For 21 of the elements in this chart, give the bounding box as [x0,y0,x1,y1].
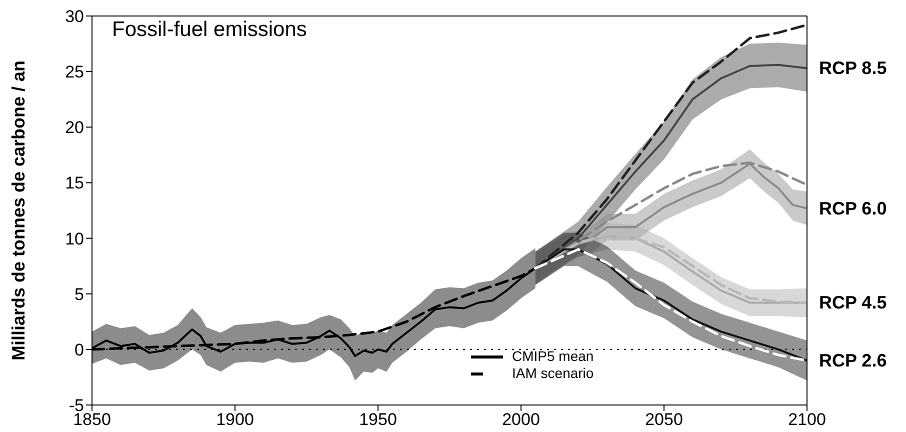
y-axis-title: Milliards de tonnes de carbone / an [8,60,28,361]
x-tick-label: 2050 [645,410,683,430]
x-tick-label: 2100 [788,410,826,430]
y-tick-label: 10 [65,229,84,248]
series-label: RCP 4.5 [819,292,887,313]
x-tick-label: 1850 [73,410,111,430]
x-tick-label: 2000 [502,410,540,430]
x-tick-label: 1900 [216,410,254,430]
y-tick-label: 0 [74,340,84,360]
legend-label: IAM scenario [512,365,594,382]
series-label: RCP 8.5 [819,58,887,78]
y-tick-label: 25 [65,62,84,82]
series-label: RCP 6.0 [819,198,887,218]
series-label: RCP 2.6 [819,350,887,371]
legend-label: CMIP5 mean [512,348,594,365]
y-tick-label: 20 [65,118,84,138]
y-tick-label: 30 [65,7,84,26]
chart-title: Fossil-fuel emissions [112,18,307,42]
x-tick-label: 1950 [359,410,397,430]
y-tick-label: 15 [65,174,84,193]
y-tick-label: 5 [74,284,84,304]
